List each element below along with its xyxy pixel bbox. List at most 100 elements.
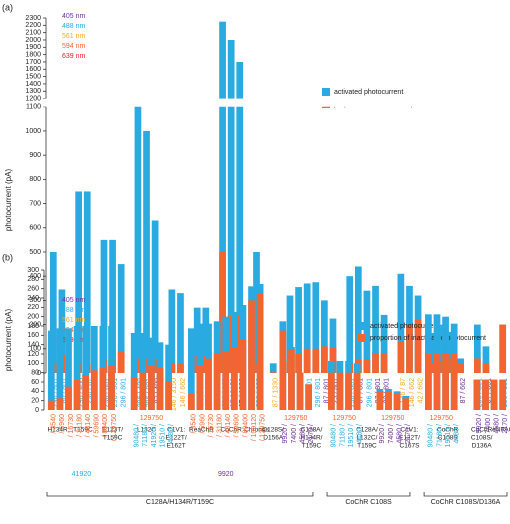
panel-label: (a): [2, 2, 13, 12]
bar-label: 146 / 87: [400, 378, 407, 403]
y-tick-label: 700: [29, 200, 41, 207]
y-tick-label: 0: [35, 407, 39, 414]
bar-label: 2170 /: [405, 424, 412, 444]
bar-label: 19510 /: [348, 424, 355, 447]
bar-label: / 109120: [251, 414, 258, 441]
sublabel: 41920: [72, 471, 92, 478]
activated-bar: [143, 130, 150, 373]
activated-bar: [187, 328, 195, 410]
group-name: L132C/: [356, 435, 377, 442]
bar-label: 296 / 87: [87, 378, 94, 403]
bar-label: / 5960: [199, 414, 206, 434]
y-tick-label: 300: [27, 267, 39, 274]
y-tick-label: 1200: [25, 95, 41, 102]
inactivated-bar: [130, 377, 138, 410]
activated-bar: [303, 283, 311, 373]
bar-label: 4480 /: [357, 424, 364, 444]
legend-swatch: [322, 88, 330, 96]
inactivated-bar: [385, 391, 392, 410]
y-tick-label: 240: [27, 295, 39, 302]
activated-bar: [83, 191, 91, 373]
y-axis-title: photocurrent (pA): [4, 309, 13, 372]
y-tick-label: 220: [27, 304, 39, 311]
group-name: C1V1:: [167, 427, 185, 434]
bar-label: 90480 /: [428, 424, 435, 447]
inactivated-bar: [321, 346, 328, 373]
activated-bar: [73, 326, 81, 410]
y-tick-label: 400: [29, 273, 41, 280]
inactivated-bar: [303, 348, 311, 373]
bar-label: / 31180: [76, 414, 83, 437]
y-tick-label: 1300: [25, 88, 41, 95]
inactivated-bar: [295, 353, 302, 373]
group-name: Chronos: [244, 427, 269, 434]
sublabel: 129750: [381, 415, 404, 422]
group-name: E122T/: [399, 435, 420, 442]
bar-label: / 48140: [225, 414, 232, 437]
sublabel: 129750: [333, 415, 356, 422]
inactivated-bar: [205, 358, 212, 410]
group-name: C128A/H134R/T159C: [146, 499, 214, 506]
inactivated-bar: [248, 300, 255, 410]
bar-label: 146 / 3150: [171, 378, 178, 411]
bar-label: 4580 /: [299, 424, 306, 444]
bar-label: 2170 /: [502, 414, 509, 434]
group-bracket: [326, 492, 411, 497]
bar-label: 296 / 801: [103, 378, 110, 407]
bar-label: 4480 /: [454, 424, 461, 444]
bar-label: 19510 /: [445, 424, 452, 447]
bar-label: 71180 /: [142, 424, 149, 447]
group-name: C108S/: [471, 435, 493, 442]
inactivated-bar: [397, 341, 405, 373]
group-name: E162T: [167, 443, 186, 450]
inactivated-bar: [353, 372, 361, 410]
bar-label: 23 / 801: [332, 378, 339, 403]
wavelength-label: 405 nm: [62, 13, 86, 20]
inactivated-bar: [256, 293, 264, 410]
bar-label: / 31180: [216, 414, 223, 437]
inactivated-bar: [414, 319, 422, 373]
legend-label: activated photocurrent: [334, 89, 403, 96]
inactivated-bar: [47, 400, 55, 410]
bar-label: / 16730: [68, 414, 75, 437]
bar-label: / 129750: [111, 414, 118, 441]
activated-bar: [165, 344, 172, 410]
inactivated-bar: [230, 347, 238, 410]
activated-bar: [65, 328, 72, 410]
inactivated-bar: [82, 375, 90, 410]
inactivated-bar: [117, 351, 125, 373]
y-tick-label: 1500: [25, 73, 41, 80]
inactivated-bar: [499, 324, 507, 373]
group-name: C167S: [400, 443, 421, 450]
bar-label: / 3540: [191, 414, 198, 434]
group-name: CoChR: [471, 427, 493, 434]
bar-label: 9920 /: [476, 414, 483, 434]
inactivated-bar: [473, 379, 481, 410]
group-name: CoChR: [437, 427, 459, 434]
inactivated-bar: [482, 379, 489, 410]
bar-label: 296 / 801: [366, 378, 373, 407]
activated-bar: [312, 282, 320, 373]
group-name: ReaChR: [189, 427, 214, 434]
activated-bar: [286, 295, 294, 373]
bar-label: 80 / 801: [61, 378, 68, 403]
activated-bar: [474, 324, 481, 373]
group-name: CoChR C108S/D136A: [431, 499, 501, 506]
inactivated-bar: [296, 372, 304, 410]
activated-bar: [354, 266, 362, 373]
bar-label: 296 / 801: [53, 378, 60, 407]
inactivated-bar: [380, 353, 388, 373]
group-name: H134R/: [300, 435, 322, 442]
inactivated-bar: [363, 359, 371, 373]
y-tick-label: 100: [29, 346, 41, 353]
activated-bar: [47, 330, 55, 410]
y-tick-label: 2200: [25, 22, 41, 29]
inactivated-bar: [213, 354, 221, 410]
inactivated-bar: [177, 363, 184, 373]
bar-label: 4580 /: [396, 424, 403, 444]
inactivated-bar: [482, 363, 490, 373]
y-tick-label: 2000: [25, 37, 41, 44]
bar-label: 7400 /: [388, 424, 395, 444]
group-name: T159C: [302, 443, 322, 450]
activated-bar: [363, 290, 371, 373]
